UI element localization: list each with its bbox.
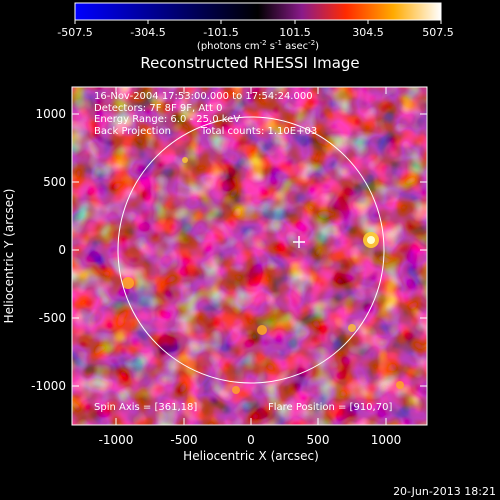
x-axis-label: Heliocentric X (arcsec) [183, 449, 319, 463]
colorbar-tick-label: 304.5 [352, 26, 384, 39]
colorbar-tick-label: 507.5 [422, 26, 454, 39]
colorbar-tick-label: -101.5 [203, 26, 238, 39]
detectors-info: Detectors: 7F 8F 9F, Att 0 [94, 103, 222, 114]
colorbar-gradient [74, 2, 442, 21]
time-range: 16-Nov-2004 17:53:00.000 to 17:54:24.000 [94, 91, 313, 102]
x-tick-label: 0 [247, 433, 255, 447]
x-tick-label: -1000 [99, 433, 134, 447]
x-axis-ticks [115, 87, 387, 425]
x-tick-label: -500 [170, 433, 197, 447]
energy-range: Energy Range: 6.0 - 25.0 keV [94, 114, 240, 125]
method-info: Back Projection [94, 126, 171, 137]
y-tick-label: -500 [39, 311, 66, 325]
colorbar-tick-label: -507.5 [57, 26, 92, 39]
colorbar-units: (photons cm-2 s-1 asec-2) [197, 39, 319, 52]
plot-timestamp: 20-Jun-2013 18:21 [393, 485, 496, 498]
y-tick-label: 500 [43, 175, 66, 189]
plot-frame [71, 86, 428, 426]
y-axis-label: Heliocentric Y (arcsec) [2, 189, 16, 324]
y-tick-label: -1000 [31, 379, 66, 393]
colorbar-ticks [74, 20, 442, 24]
total-counts: Total counts: 1.10E+03 [200, 126, 317, 137]
flare-position-label: Flare Position = [910,70] [268, 402, 392, 413]
colorbar: -507.5 -304.5 -101.5 101.5 304.5 507.5 (… [57, 2, 454, 52]
spin-axis-marker [293, 236, 305, 248]
y-axis-ticks [72, 113, 427, 387]
intensity-map [72, 87, 427, 425]
colorbar-tick-label: 101.5 [279, 26, 311, 39]
colorbar-tick-label: -304.5 [130, 26, 165, 39]
image-header-info: 16-Nov-2004 17:53:00.000 to 17:54:24.000… [94, 91, 317, 137]
bright-spots [122, 157, 404, 394]
solar-limb-circle [117, 116, 385, 384]
plot-title: Reconstructed RHESSI Image [140, 54, 359, 72]
x-tick-label: 1000 [371, 433, 402, 447]
x-tick-label: 500 [307, 433, 330, 447]
y-tick-label: 1000 [35, 107, 66, 121]
reconstructed-image [72, 87, 427, 425]
spin-axis-label: Spin Axis = [361,18] [94, 402, 197, 413]
y-tick-label: 0 [58, 243, 66, 257]
